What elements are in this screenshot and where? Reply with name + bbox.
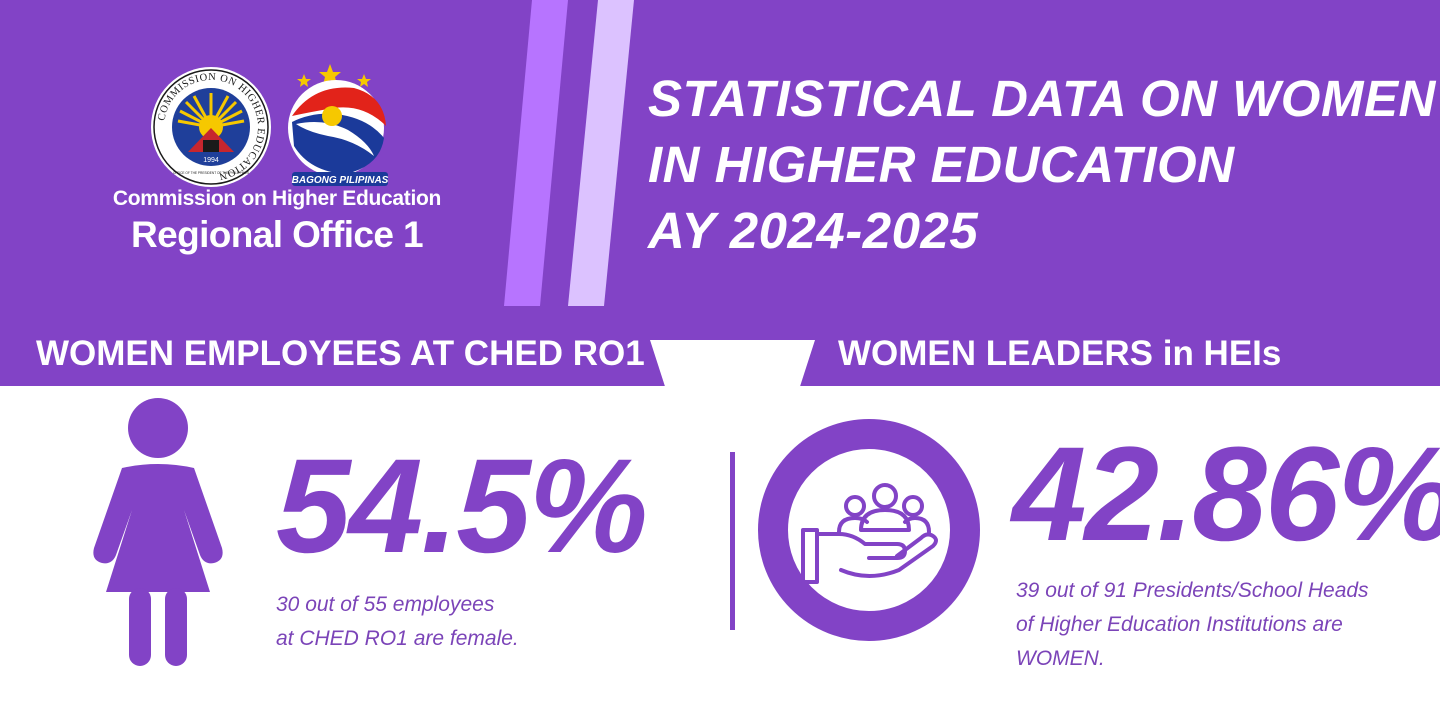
- title-line-1: STATISTICAL DATA ON WOMEN: [648, 70, 1436, 127]
- employees-percent: 54.5%: [276, 432, 648, 581]
- hand-people-icon: [758, 419, 980, 641]
- section-heading-employees: WOMEN EMPLOYEES AT CHED RO1: [36, 334, 645, 373]
- employees-desc-line-1: 30 out of 55 employees: [276, 593, 495, 616]
- bagong-pilipinas-text: BAGONG PILIPINAS: [292, 175, 389, 186]
- leaders-percent: 42.86%: [1012, 420, 1440, 569]
- title-line-2: IN HIGHER EDUCATION: [648, 136, 1235, 193]
- section-heading-leaders: WOMEN LEADERS in HEIs: [838, 334, 1282, 373]
- leaders-desc-line-1: 39 out of 91 Presidents/School Heads: [1016, 579, 1369, 602]
- org-office: Regional Office 1: [130, 214, 424, 255]
- bagong-pilipinas-logo-icon: BAGONG PILIPINAS: [288, 64, 389, 186]
- leaders-description: 39 out of 91 Presidents/School Heads of …: [1016, 574, 1436, 676]
- ched-seal-icon: COMMISSION ON HIGHER EDUCATION 1994 OFFI…: [151, 67, 271, 187]
- section-divider-notch: [650, 340, 815, 386]
- employees-description: 30 out of 55 employees at CHED RO1 are f…: [276, 588, 519, 656]
- leaders-desc-line-3: WOMEN.: [1016, 647, 1105, 670]
- seal-year: 1994: [203, 157, 219, 164]
- header-banner: [0, 0, 1440, 386]
- vertical-divider: [730, 452, 735, 630]
- woman-icon: [93, 398, 223, 666]
- title-line-3: AY 2024-2025: [648, 202, 979, 259]
- org-name: Commission on Higher Education: [112, 187, 442, 210]
- employees-desc-line-2: at CHED RO1 are female.: [276, 627, 519, 650]
- leaders-desc-line-2: of Higher Education Institutions are: [1016, 613, 1343, 636]
- seal-subtext: OFFICE OF THE PRESIDENT OF THE PHILIPPIN…: [173, 171, 249, 175]
- page-title: STATISTICAL DATA ON WOMEN IN HIGHER EDUC…: [648, 66, 1436, 264]
- logos: COMMISSION ON HIGHER EDUCATION 1994 OFFI…: [150, 60, 400, 190]
